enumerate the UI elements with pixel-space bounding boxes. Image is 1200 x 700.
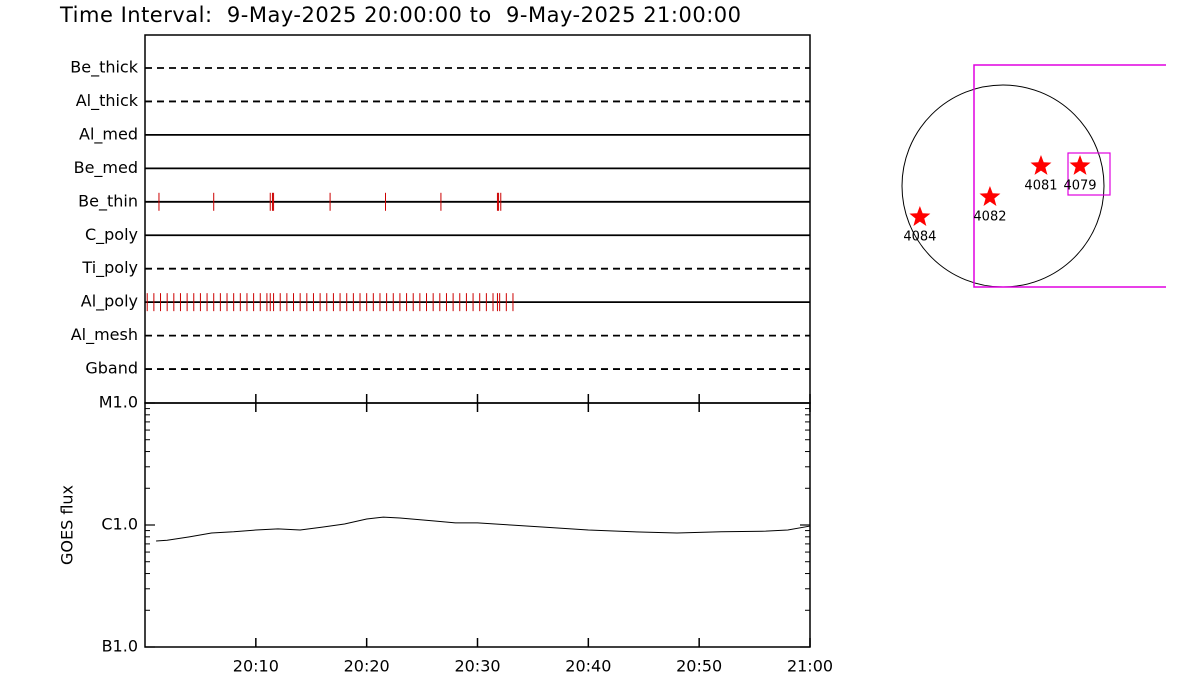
y-axis-label: GOES flux xyxy=(58,485,77,565)
row-label: Be_thick xyxy=(70,58,138,78)
flux-line xyxy=(156,516,811,542)
region-label: 4084 xyxy=(903,230,936,245)
field-of-view xyxy=(973,64,1166,288)
x-tick-label: 20:20 xyxy=(344,657,390,676)
region-star xyxy=(979,186,1001,206)
row-label: Be_med xyxy=(74,158,138,178)
x-tick-label: 20:40 xyxy=(565,657,611,676)
row-label: Gband xyxy=(85,359,138,378)
row-label: C_poly xyxy=(85,225,138,245)
y-tick-label: M1.0 xyxy=(99,393,138,412)
sub-field xyxy=(1067,152,1111,196)
region-label: 4079 xyxy=(1063,179,1096,194)
row-label: Be_thin xyxy=(78,191,138,211)
region-star xyxy=(909,206,931,226)
row-label: Al_med xyxy=(79,124,138,144)
x-tick-label: 20:30 xyxy=(454,657,500,676)
region-label: 4082 xyxy=(973,210,1006,225)
x-tick-label: 20:50 xyxy=(676,657,722,676)
title: Time Interval: 9-May-2025 20:00:00 to 9-… xyxy=(59,3,742,27)
region-star xyxy=(1030,155,1052,175)
region-label: 4081 xyxy=(1024,179,1057,194)
y-tick-label: C1.0 xyxy=(101,515,138,534)
row-label: Al_thick xyxy=(76,91,139,111)
x-tick-label: 20:10 xyxy=(233,657,279,676)
row-label: Al_poly xyxy=(81,292,138,312)
row-label: Ti_poly xyxy=(81,258,138,278)
x-tick-label: 21:00 xyxy=(787,657,833,676)
region-star xyxy=(1069,155,1091,175)
y-tick-label: B1.0 xyxy=(102,637,138,656)
row-label: Al_mesh xyxy=(71,325,138,345)
